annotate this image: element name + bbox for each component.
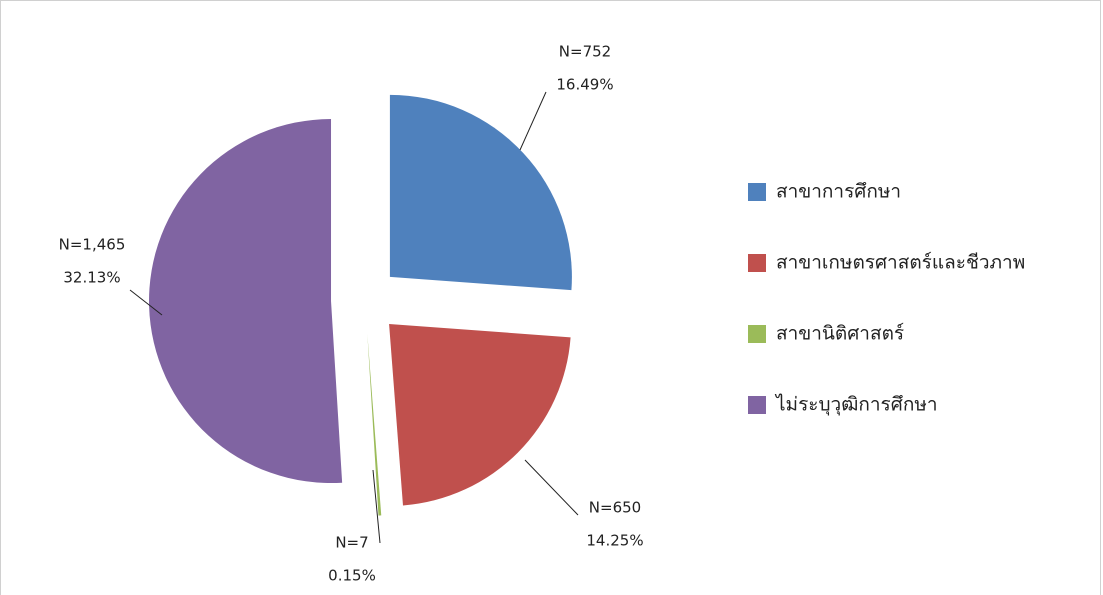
- data-label: N=7: [335, 534, 368, 552]
- pie-slice: [149, 119, 343, 484]
- legend-swatch: [748, 325, 766, 343]
- legend-swatch: [748, 183, 766, 201]
- data-label: N=1,465: [59, 236, 126, 254]
- legend-label: สาขานิติศาสตร์: [776, 323, 904, 345]
- data-label: N=752: [559, 43, 611, 61]
- pie-slice: [389, 94, 572, 291]
- legend-label: สาขาเกษตรศาสตร์และชีวภาพ: [776, 252, 1025, 274]
- pie-slice: [389, 324, 571, 506]
- legend-label: ไม่ระบุวุฒิการศึกษา: [774, 394, 938, 417]
- legend-swatch: [748, 254, 766, 272]
- percentage-label: 14.25%: [586, 532, 643, 550]
- leader-line: [524, 459, 579, 516]
- percentage-label: 0.15%: [328, 567, 376, 585]
- legend-label: สาขาการศึกษา: [776, 181, 901, 203]
- leader-line: [372, 469, 381, 544]
- percentage-label: 32.13%: [63, 269, 120, 287]
- data-label: N=650: [589, 499, 641, 517]
- leader-line: [129, 289, 163, 316]
- legend-swatch: [748, 396, 766, 414]
- percentage-label: 16.49%: [556, 76, 613, 94]
- leader-line: [519, 91, 547, 151]
- pie-slice: [367, 333, 382, 516]
